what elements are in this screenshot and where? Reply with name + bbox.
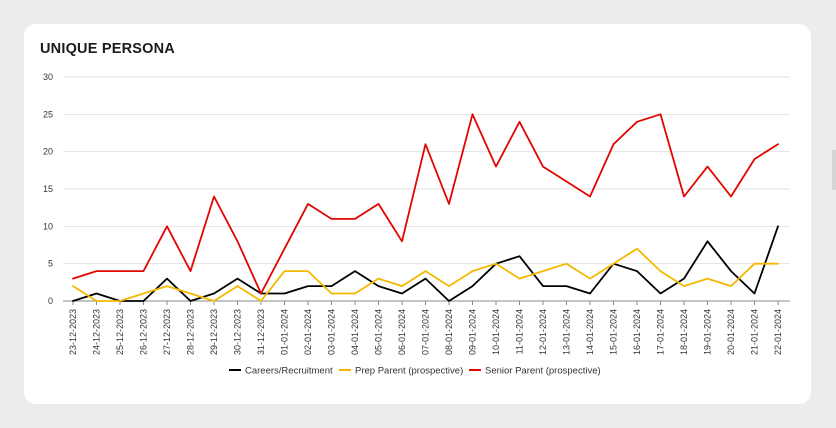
x-tick-label: 30-12-2023: [233, 309, 243, 355]
y-axis-ticks: 0 5 10 15 20 25 30: [43, 72, 53, 306]
y-tick-label: 20: [43, 147, 53, 157]
x-tick-label: 22-01-2024: [773, 309, 783, 355]
x-tick-label: 26-12-2023: [139, 309, 149, 355]
x-tick-label: 21-01-2024: [750, 309, 760, 355]
legend-label: Careers/Recruitment: [245, 366, 333, 377]
y-tick-label: 0: [48, 296, 53, 306]
x-tick-label: 15-01-2024: [609, 309, 619, 355]
legend-label: Prep Parent (prospective): [355, 366, 463, 377]
y-tick-label: 25: [43, 109, 53, 119]
series-line-prep-parent-prospective: [72, 247, 779, 302]
series-line-senior-parent-prospective: [72, 113, 779, 295]
y-tick-label: 15: [43, 184, 53, 194]
x-tick-label: 06-01-2024: [397, 309, 407, 355]
x-tick-label: 13-01-2024: [562, 309, 572, 355]
x-axis-ticks: 23-12-2023 24-12-2023 25-12-2023 26-12-2023…: [68, 301, 783, 355]
x-tick-label: 02-01-2024: [303, 309, 313, 355]
x-tick-label: 07-01-2024: [421, 309, 431, 355]
y-tick-label: 5: [48, 259, 53, 269]
x-tick-label: 04-01-2024: [350, 309, 360, 355]
series-line-careers-recruitment: [72, 225, 779, 302]
x-tick-label: 03-01-2024: [327, 309, 337, 355]
x-tick-label: 19-01-2024: [703, 309, 713, 355]
legend: Careers/Recruitment Prep Parent (prospect…: [229, 366, 601, 377]
x-tick-label: 12-01-2024: [538, 309, 548, 355]
x-tick-label: 28-12-2023: [186, 309, 196, 355]
x-tick-label: 14-01-2024: [585, 309, 595, 355]
x-tick-label: 05-01-2024: [374, 309, 384, 355]
x-tick-label: 29-12-2023: [209, 309, 219, 355]
scrollbar-edge: [832, 150, 836, 190]
x-tick-label: 09-01-2024: [468, 309, 478, 355]
x-tick-label: 08-01-2024: [444, 309, 454, 355]
x-tick-label: 16-01-2024: [632, 309, 642, 355]
x-tick-label: 10-01-2024: [491, 309, 501, 355]
legend-label: Senior Parent (prospective): [485, 366, 601, 377]
x-tick-label: 18-01-2024: [679, 309, 689, 355]
x-tick-label: 31-12-2023: [256, 309, 266, 355]
x-tick-label: 01-01-2024: [280, 309, 290, 355]
series-lines: [72, 113, 779, 302]
y-tick-label: 30: [43, 72, 53, 82]
gridlines: [63, 76, 790, 302]
y-tick-label: 10: [43, 221, 53, 231]
x-tick-label: 25-12-2023: [115, 309, 125, 355]
x-tick-label: 20-01-2024: [726, 309, 736, 355]
x-tick-label: 17-01-2024: [656, 309, 666, 355]
chart-title: UNIQUE PERSONA: [40, 41, 175, 57]
x-tick-label: 11-01-2024: [515, 309, 525, 354]
chart-card: [24, 24, 811, 404]
x-tick-label: 24-12-2023: [92, 309, 102, 355]
x-tick-label: 27-12-2023: [162, 309, 172, 355]
x-tick-label: 23-12-2023: [68, 309, 78, 355]
